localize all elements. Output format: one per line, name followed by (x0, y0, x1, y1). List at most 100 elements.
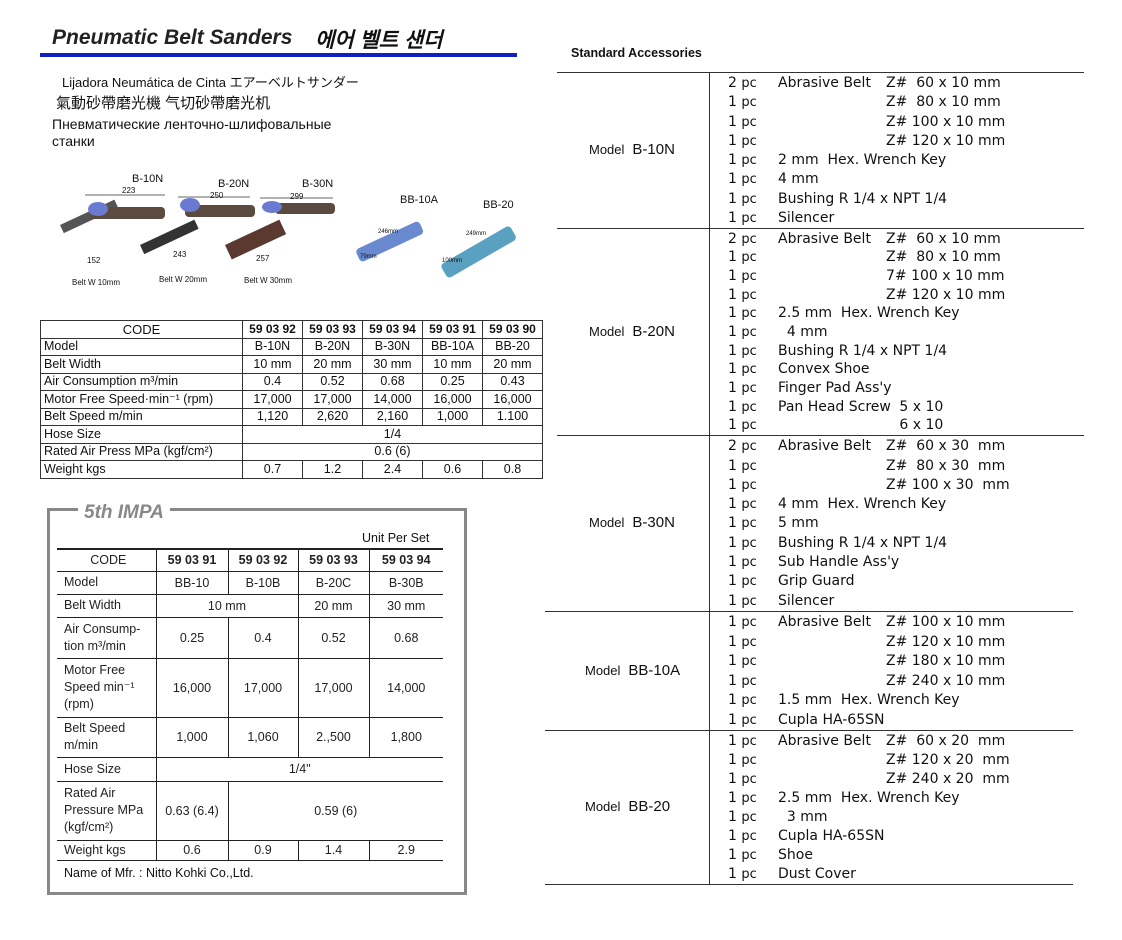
spec-cell: 59 03 94 (362, 320, 423, 339)
spec-cell: 0.25 (422, 372, 483, 391)
qty-number: 1 (728, 305, 737, 322)
spec-row: Belt Speed m/min 1,120 2,620 2,160 1,000 1.10… (40, 407, 543, 426)
impa-row-belt-speed: Belt Speed m/min 1,000 1,060 2.,500 1,800 (57, 717, 443, 758)
qty-unit: pc (741, 867, 757, 882)
item-name: Convex Shoe (778, 361, 870, 378)
belt-width-30: Belt W 30mm (244, 276, 292, 285)
quantity: 1 pc (728, 191, 757, 208)
dim-250: 250 (210, 191, 224, 200)
impa-box (47, 508, 467, 895)
sander-b30n-arm (225, 219, 287, 260)
accessory-model: Model BB-20 (585, 798, 670, 815)
subtitle-ru-1: Пневматические ленточно-шлифовальные (52, 116, 332, 132)
qty-unit: pc (741, 76, 757, 92)
quantity: 1 pc (728, 477, 757, 494)
quantity: 1 pc (728, 847, 757, 864)
spec-cell: BB-20 (482, 337, 543, 356)
accessory-item: 1 pc 2.5 mm Hex. Wrench Key (710, 305, 1080, 322)
quantity: 1 pc (728, 790, 757, 807)
quantity: 1 pc (728, 573, 757, 590)
qty-unit: pc (741, 95, 757, 111)
spec-cell: 10 mm (242, 355, 303, 374)
qty-unit: pc (741, 535, 757, 551)
quantity: 1 pc (728, 692, 757, 709)
label-b20n: B-20N (218, 178, 249, 190)
impa-cell: BB-10 (155, 571, 228, 595)
spec-cell: 20 mm (482, 355, 543, 374)
qty-unit: pc (741, 673, 757, 689)
sander-bb10a (356, 221, 424, 262)
spec-row: Model B-10N B-20N B-30N BB-10A BB-20 (40, 337, 543, 356)
impa-cell: Belt Speed m/min (57, 717, 156, 758)
qty-unit: pc (741, 848, 757, 863)
accessory-item: 1 pc 2.5 mm Hex. Wrench Key (710, 790, 1080, 807)
accessories-bottom-rule (545, 884, 1073, 885)
accessory-item: 1 pc Bushing R 1/4 x NPT 1/4 (710, 191, 1080, 208)
spec-label: Belt Width (40, 355, 243, 374)
subtitle-ru-2: станки (52, 133, 95, 149)
qty-number: 1 (728, 809, 737, 825)
spec-cell: 2,160 (362, 407, 423, 426)
item-name: Abrasive Belt (778, 75, 871, 92)
quantity: 1 pc (728, 361, 757, 378)
impa-cell: 1,800 (368, 717, 443, 758)
qty-number: 2 (728, 75, 737, 92)
model-label: Model (589, 142, 625, 157)
impa-cell: 1,060 (227, 717, 298, 758)
item-spec: Z# 60 x 10 mm (886, 230, 1001, 247)
impa-cell: 59 03 93 (297, 548, 369, 572)
qty-unit: pc (741, 458, 757, 474)
qty-number: 1 (728, 361, 737, 378)
accessory-section-bb-20: Model BB-20 1 pc Abrasive Belt Z# 60 x 20 mm… (545, 730, 1073, 885)
spec-cell: 17,000 (302, 390, 363, 409)
spec-label: Belt Speed m/min (40, 407, 243, 426)
qty-unit: pc (741, 210, 757, 226)
qty-number: 1 (728, 733, 737, 749)
accessory-item: 1 pc Convex Shoe (710, 361, 1080, 378)
qty-number: 1 (728, 847, 737, 863)
spec-cell: 16,000 (482, 390, 543, 409)
item-name: 5 mm (778, 515, 819, 532)
qty-unit: pc (741, 439, 757, 455)
spec-row: Rated Air Press MPa (kgf/cm²) 0.6 (6) (40, 442, 543, 461)
accessory-item: 1 pc Grip Guard (710, 573, 1080, 590)
model-label: Model (585, 799, 621, 814)
spec-cell: B-20N (302, 337, 363, 356)
item-spec: Z# 80 x 30 mm (886, 457, 1006, 474)
accessory-item: 1 pc Z# 120 x 10 mm (710, 287, 1080, 304)
quantity: 1 pc (728, 828, 757, 845)
qty-unit: pc (741, 693, 757, 709)
item-name: Bushing R 1/4 x NPT 1/4 (778, 342, 948, 359)
qty-number: 1 (728, 209, 737, 226)
item-spec: Z# 60 x 30 mm (886, 438, 1006, 455)
quantity: 2 pc (728, 438, 757, 455)
item-name: 2.5 mm Hex. Wrench Key (778, 305, 960, 322)
quantity: 1 pc (728, 458, 757, 475)
item-spec: Z# 180 x 10 mm (886, 653, 1006, 670)
item-spec: 6 x 10 (886, 417, 944, 434)
subtitle-zh: 氣動砂帶磨光機 气切砂帶磨光机 (56, 95, 271, 112)
accessory-item: 1 pc Abrasive Belt Z# 60 x 20 mm (710, 733, 1080, 750)
accessory-model: Model B-10N (589, 141, 675, 158)
item-spec: Z# 60 x 20 mm (886, 733, 1006, 749)
impa-cell: 16,000 (155, 658, 228, 718)
qty-unit: pc (741, 362, 757, 378)
impa-cell: 1/4" (155, 757, 443, 782)
impa-table: CODE 59 03 91 59 03 92 59 03 93 59 03 94 Mod… (57, 548, 443, 861)
qty-number: 1 (728, 113, 737, 130)
quantity: 1 pc (728, 752, 757, 769)
spec-row: Hose Size 1/4 (40, 425, 543, 444)
qty-unit: pc (741, 268, 757, 284)
qty-number: 1 (728, 476, 737, 493)
item-name: 1.5 mm Hex. Wrench Key (778, 692, 960, 709)
qty-number: 1 (728, 653, 737, 670)
quantity: 1 pc (728, 94, 757, 111)
impa-cell: Belt Width (57, 594, 156, 618)
accessory-section-b-30n: Model B-30N 2 pc Abrasive Belt Z# 60 x 30 mm… (557, 435, 1084, 612)
qty-number: 1 (728, 417, 737, 434)
sander-bb20 (441, 226, 516, 278)
qty-unit: pc (741, 634, 757, 650)
item-name: Sub Handle Ass'y (778, 554, 900, 571)
impa-title: 5th IMPA (78, 502, 170, 524)
sander-b20n-arm (140, 219, 199, 255)
